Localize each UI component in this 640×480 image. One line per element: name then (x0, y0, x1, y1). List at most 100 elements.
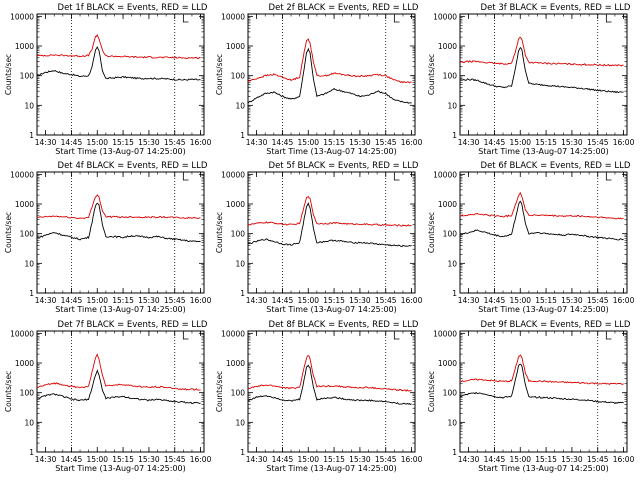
x-tick-label: 15:45 (587, 296, 609, 305)
y-tick-label: 10 (447, 259, 457, 268)
corner-marker (605, 15, 612, 23)
x-tick-label: 14:45 (272, 455, 294, 464)
x-tick-label: 15:30 (138, 296, 160, 305)
series-line-events (248, 202, 412, 248)
x-tick-label: 15:45 (375, 138, 397, 147)
x-tick-label: 14:45 (272, 138, 294, 147)
y-axis-label: Counts/sec (215, 54, 224, 95)
x-tick-label: 15:30 (349, 296, 371, 305)
x-tick-label: 14:45 (484, 138, 506, 147)
x-tick-label: 15:45 (375, 455, 397, 464)
x-tick-label: 14:30 (246, 455, 268, 464)
x-tick-label: 14:30 (35, 296, 57, 305)
x-tick-label: 16:00 (190, 455, 212, 464)
series-line-lld (247, 354, 412, 392)
x-tick-label: 16:00 (401, 296, 423, 305)
x-tick-label: 14:45 (61, 455, 83, 464)
panel-8: Det 8f BLACK = Events, RED = LLD 1 10 100 10… (215, 320, 423, 473)
x-tick-label: 15:45 (164, 138, 186, 147)
x-tick-label: 15:30 (561, 455, 583, 464)
x-tick-label: 15:45 (587, 138, 609, 147)
corner-marker (605, 332, 612, 340)
y-tick-label: 10 (235, 418, 245, 427)
y-tick-label: 10000 (433, 170, 457, 179)
corner-marker (182, 173, 189, 181)
corner-marker (393, 173, 400, 181)
panel-title: Det 8f BLACK = Events, RED = LLD (269, 320, 419, 330)
x-tick-label: 15:15 (323, 296, 345, 305)
y-tick-label: 100 (231, 72, 246, 81)
series-line-lld (36, 194, 201, 220)
y-tick-label: 100 (443, 72, 458, 81)
corner-marker (182, 332, 189, 340)
panel-title: Det 6f BLACK = Events, RED = LLD (481, 161, 631, 171)
x-tick-label: 15:15 (112, 455, 134, 464)
x-axis-label: Start Time (13-Aug-07 14:25:00) (55, 305, 186, 314)
y-tick-label: 10000 (221, 329, 245, 338)
plot-frame (247, 330, 416, 453)
plot-frame (36, 13, 205, 136)
y-tick-label: 1 (240, 131, 245, 140)
plot-frame (459, 330, 628, 453)
y-axis-label: Counts/sec (4, 371, 13, 412)
x-tick-label: 14:30 (458, 138, 480, 147)
x-tick-label: 16:00 (190, 138, 212, 147)
x-tick-label: 16:00 (613, 455, 635, 464)
series-line-events (459, 200, 624, 241)
y-tick-label: 10000 (10, 329, 34, 338)
y-axis-label: Counts/sec (427, 54, 436, 95)
corner-marker (393, 332, 400, 340)
series-line-events (36, 46, 201, 81)
y-tick-label: 1 (240, 289, 245, 298)
y-tick-label: 100 (231, 389, 246, 398)
x-tick-label: 16:00 (613, 296, 635, 305)
x-tick-label: 15:30 (138, 455, 160, 464)
x-axis-label: Start Time (13-Aug-07 14:25:00) (478, 464, 609, 473)
x-tick-label: 15:30 (349, 138, 371, 147)
y-axis-label: Counts/sec (427, 212, 436, 253)
x-tick-label: 15:00 (297, 455, 319, 464)
x-tick-label: 14:45 (484, 455, 506, 464)
series-line-lld (247, 195, 412, 227)
x-tick-label: 14:30 (458, 296, 480, 305)
y-tick-label: 10000 (10, 12, 34, 21)
y-axis-label: Counts/sec (215, 212, 224, 253)
x-tick-label: 15:00 (86, 296, 108, 305)
y-tick-label: 10 (24, 418, 34, 427)
y-tick-label: 1000 (15, 359, 34, 368)
y-tick-label: 100 (20, 72, 35, 81)
x-tick-label: 15:45 (587, 455, 609, 464)
y-tick-label: 10000 (433, 329, 457, 338)
x-tick-label: 15:45 (164, 455, 186, 464)
panel-title: Det 4f BLACK = Events, RED = LLD (58, 161, 208, 171)
y-tick-label: 1000 (226, 42, 245, 51)
y-tick-label: 100 (443, 389, 458, 398)
x-tick-label: 15:15 (323, 455, 345, 464)
panel-7: Det 7f BLACK = Events, RED = LLD 1 10 100 10… (4, 320, 212, 473)
x-tick-label: 16:00 (401, 138, 423, 147)
y-axis-label: Counts/sec (215, 371, 224, 412)
x-tick-label: 15:00 (509, 138, 531, 147)
series-line-lld (460, 36, 624, 67)
plot-frame (247, 171, 416, 294)
y-tick-label: 1000 (15, 200, 34, 209)
x-axis-label: Start Time (13-Aug-07 14:25:00) (266, 464, 397, 473)
y-tick-label: 10 (24, 101, 34, 110)
x-tick-label: 15:00 (297, 296, 319, 305)
y-tick-label: 1000 (438, 359, 457, 368)
x-tick-label: 14:45 (484, 296, 506, 305)
panel-title: Det 9f BLACK = Events, RED = LLD (481, 320, 631, 330)
series-line-events (459, 363, 624, 405)
x-tick-label: 15:15 (535, 296, 557, 305)
x-tick-label: 15:00 (86, 138, 108, 147)
y-axis-label: Counts/sec (4, 212, 13, 253)
x-tick-label: 14:45 (272, 296, 294, 305)
panel-9: Det 9f BLACK = Events, RED = LLD 1 10 100 10… (427, 320, 635, 473)
x-tick-label: 15:15 (112, 138, 134, 147)
y-tick-label: 1000 (226, 359, 245, 368)
corner-marker (393, 15, 400, 23)
y-tick-label: 1 (29, 289, 34, 298)
plot-frame (36, 330, 205, 453)
x-tick-label: 15:30 (561, 296, 583, 305)
